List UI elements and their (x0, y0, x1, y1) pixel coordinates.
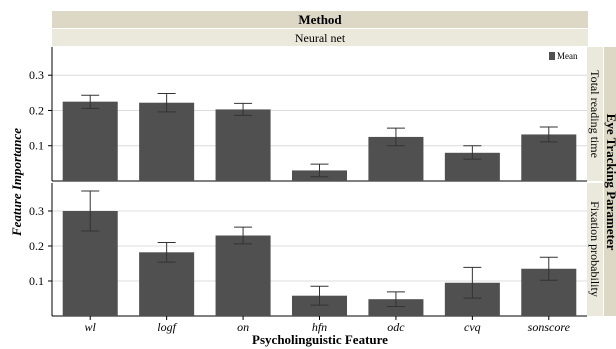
error-bar (310, 285, 329, 306)
error-bar (234, 102, 253, 116)
x-axis-title: Psycholinguistic Feature (252, 332, 388, 347)
x-tick-label: logf (157, 320, 177, 334)
bar (62, 101, 118, 181)
y-tick-label: 0.1 (29, 274, 44, 288)
bar (368, 299, 424, 316)
y-tick-label: 0.3 (29, 68, 44, 82)
bar (139, 252, 195, 316)
panel-fixation-probability: 0.1 0.2 0.3 (29, 183, 587, 317)
panel2-strip-label: Fixation probability (588, 201, 602, 297)
error-bar (81, 190, 100, 232)
x-tick-label: sonscore (528, 320, 571, 334)
y-tick-label: 0.1 (29, 139, 44, 153)
bar (139, 102, 195, 181)
error-bar (463, 266, 482, 299)
error-bar (157, 93, 176, 113)
error-bar (539, 256, 558, 281)
panel1-strip-label: Total reading time (588, 70, 602, 158)
bar (291, 295, 348, 316)
legend-swatch (549, 52, 555, 60)
legend-label: Mean (557, 51, 578, 61)
panel-total-reading-time: 0.1 0.2 0.3 (29, 47, 587, 182)
error-bar (539, 126, 558, 143)
y-tick-label: 0.2 (29, 239, 44, 253)
bar (215, 235, 271, 316)
eye-tracking-strip-label: Eye Tracking Parameter (604, 114, 616, 251)
error-bar (310, 163, 329, 178)
y-tick-label: 0.2 (29, 103, 44, 117)
bar (215, 109, 271, 181)
x-tick-label: on (237, 320, 249, 334)
x-tick-label: odc (387, 320, 405, 334)
neural-net-header: Neural net (295, 31, 346, 45)
method-header: Method (298, 12, 342, 27)
error-bar (463, 145, 482, 160)
error-bar (386, 127, 405, 147)
error-bar (157, 242, 176, 263)
neural-net-header-bg (52, 29, 588, 46)
panel2-strip-bg (587, 183, 603, 316)
x-tick-label: hfn (312, 320, 327, 334)
x-tick-label: cvq (464, 320, 481, 334)
error-bar (386, 291, 405, 308)
error-bar (81, 94, 100, 109)
panel1-strip-bg (587, 47, 603, 181)
y-axis-title: Feature Importance (9, 128, 24, 237)
error-bar (234, 226, 253, 245)
x-tick-label: wl (85, 320, 97, 334)
y-tick-label: 0.3 (29, 204, 44, 218)
method-header-bg (52, 11, 588, 28)
x-tick-labels: wl logf on hfn odc cvq sonscore (85, 316, 571, 334)
eye-tracking-strip-bg (604, 47, 616, 316)
